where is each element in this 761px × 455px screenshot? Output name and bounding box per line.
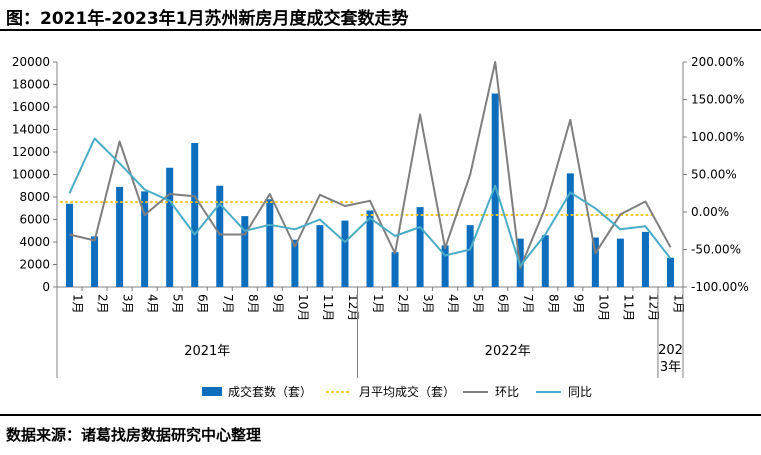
bar xyxy=(166,167,174,287)
x-category-label: 12月 xyxy=(346,294,360,321)
y-left-tick-label: 20000 xyxy=(12,55,50,69)
bar xyxy=(116,186,124,287)
bar xyxy=(241,216,249,287)
x-category-label: 1月 xyxy=(371,294,385,314)
x-category-label: 3月 xyxy=(421,294,435,314)
legend-swatch-bars xyxy=(202,387,222,396)
bar xyxy=(66,203,74,287)
y-left-tick-label: 12000 xyxy=(12,145,50,159)
x-category-label: 5月 xyxy=(171,294,185,314)
x-category-label: 7月 xyxy=(521,294,535,314)
title-rule xyxy=(0,29,761,31)
bar xyxy=(666,257,674,287)
x-category-label: 6月 xyxy=(196,294,210,314)
y-left-tick-label: 14000 xyxy=(12,123,50,137)
bar xyxy=(366,210,374,287)
y-left-tick-label: 18000 xyxy=(12,78,50,92)
y-left-tick-label: 4000 xyxy=(19,235,50,249)
x-category-label: 6月 xyxy=(496,294,510,314)
source-rule xyxy=(0,414,761,416)
bar xyxy=(216,185,224,287)
bar xyxy=(591,237,599,287)
x-category-label: 2月 xyxy=(396,294,410,314)
year-label: 2021年 xyxy=(184,344,230,359)
x-category-label: 4月 xyxy=(446,294,460,314)
chart-canvas: 0 2000 4000 6000 8000 10000 12000 14000 16000 180… xyxy=(12,55,749,399)
bar xyxy=(416,207,424,287)
bar xyxy=(91,236,99,287)
x-category-label: 11月 xyxy=(621,294,635,321)
bar xyxy=(616,238,624,287)
x-category-label: 10月 xyxy=(296,294,310,321)
y-right-tick-label: 150.00% xyxy=(691,93,744,107)
bar xyxy=(291,239,299,287)
legend-label-avg: 月平均成交（套） xyxy=(359,384,455,399)
yoy-line xyxy=(68,137,672,267)
x-category-label: 5月 xyxy=(471,294,485,314)
y-right-tick-label: 0.00% xyxy=(691,205,729,219)
year-label: 2022年 xyxy=(485,344,531,359)
bar xyxy=(466,225,474,287)
legend-label-mom: 环比 xyxy=(495,385,519,399)
x-category-label: 1月 xyxy=(671,294,685,314)
x-category-label: 11月 xyxy=(321,294,335,321)
y-left-tick-label: 2000 xyxy=(19,258,50,272)
y-left-tick-label: 0 xyxy=(42,280,50,294)
data-source: 数据来源：诸葛找房数据研究中心整理 xyxy=(6,426,262,444)
x-category-label: 9月 xyxy=(571,294,585,314)
bar xyxy=(566,173,574,287)
bar xyxy=(391,252,399,287)
chart-title: 图：2021年-2023年1月苏州新房月度成交套数走势 xyxy=(6,9,409,29)
x-category-label: 2月 xyxy=(96,294,110,314)
y-right-tick-label: 200.00% xyxy=(691,55,744,69)
bar xyxy=(191,143,199,287)
legend-label-yoy: 同比 xyxy=(568,385,592,399)
x-category-label: 8月 xyxy=(246,294,260,314)
x-category-label: 3月 xyxy=(121,294,135,314)
y-right-tick-label: -100.00% xyxy=(691,280,749,294)
mom-line xyxy=(69,61,672,270)
y-left-tick-label: 8000 xyxy=(19,190,50,204)
bar xyxy=(266,199,274,287)
x-category-label: 9月 xyxy=(271,294,285,314)
y-left-tick-label: 16000 xyxy=(12,100,50,114)
year-label-line2: 3年 xyxy=(660,360,681,375)
y-left-tick-label: 10000 xyxy=(12,168,50,182)
bar xyxy=(141,191,149,287)
x-category-label: 4月 xyxy=(146,294,160,314)
x-category-label: 12月 xyxy=(646,294,660,321)
bar xyxy=(341,220,349,287)
bar xyxy=(491,93,499,287)
bar xyxy=(316,225,324,287)
x-category-label: 7月 xyxy=(221,294,235,314)
bar xyxy=(641,231,649,287)
y-right-tick-label: 50.00% xyxy=(691,168,737,182)
y-right-tick-label: 100.00% xyxy=(691,130,744,144)
x-category-label: 1月 xyxy=(71,294,85,314)
bar xyxy=(441,245,449,287)
year-label-line1: 202 xyxy=(658,343,683,358)
bar xyxy=(541,235,549,287)
x-category-label: 10月 xyxy=(596,294,610,321)
legend-label-bars: 成交套数（套） xyxy=(228,384,312,399)
y-left-tick-label: 6000 xyxy=(19,213,50,227)
y-right-tick-label: -50.00% xyxy=(691,243,741,257)
x-category-label: 8月 xyxy=(546,294,560,314)
